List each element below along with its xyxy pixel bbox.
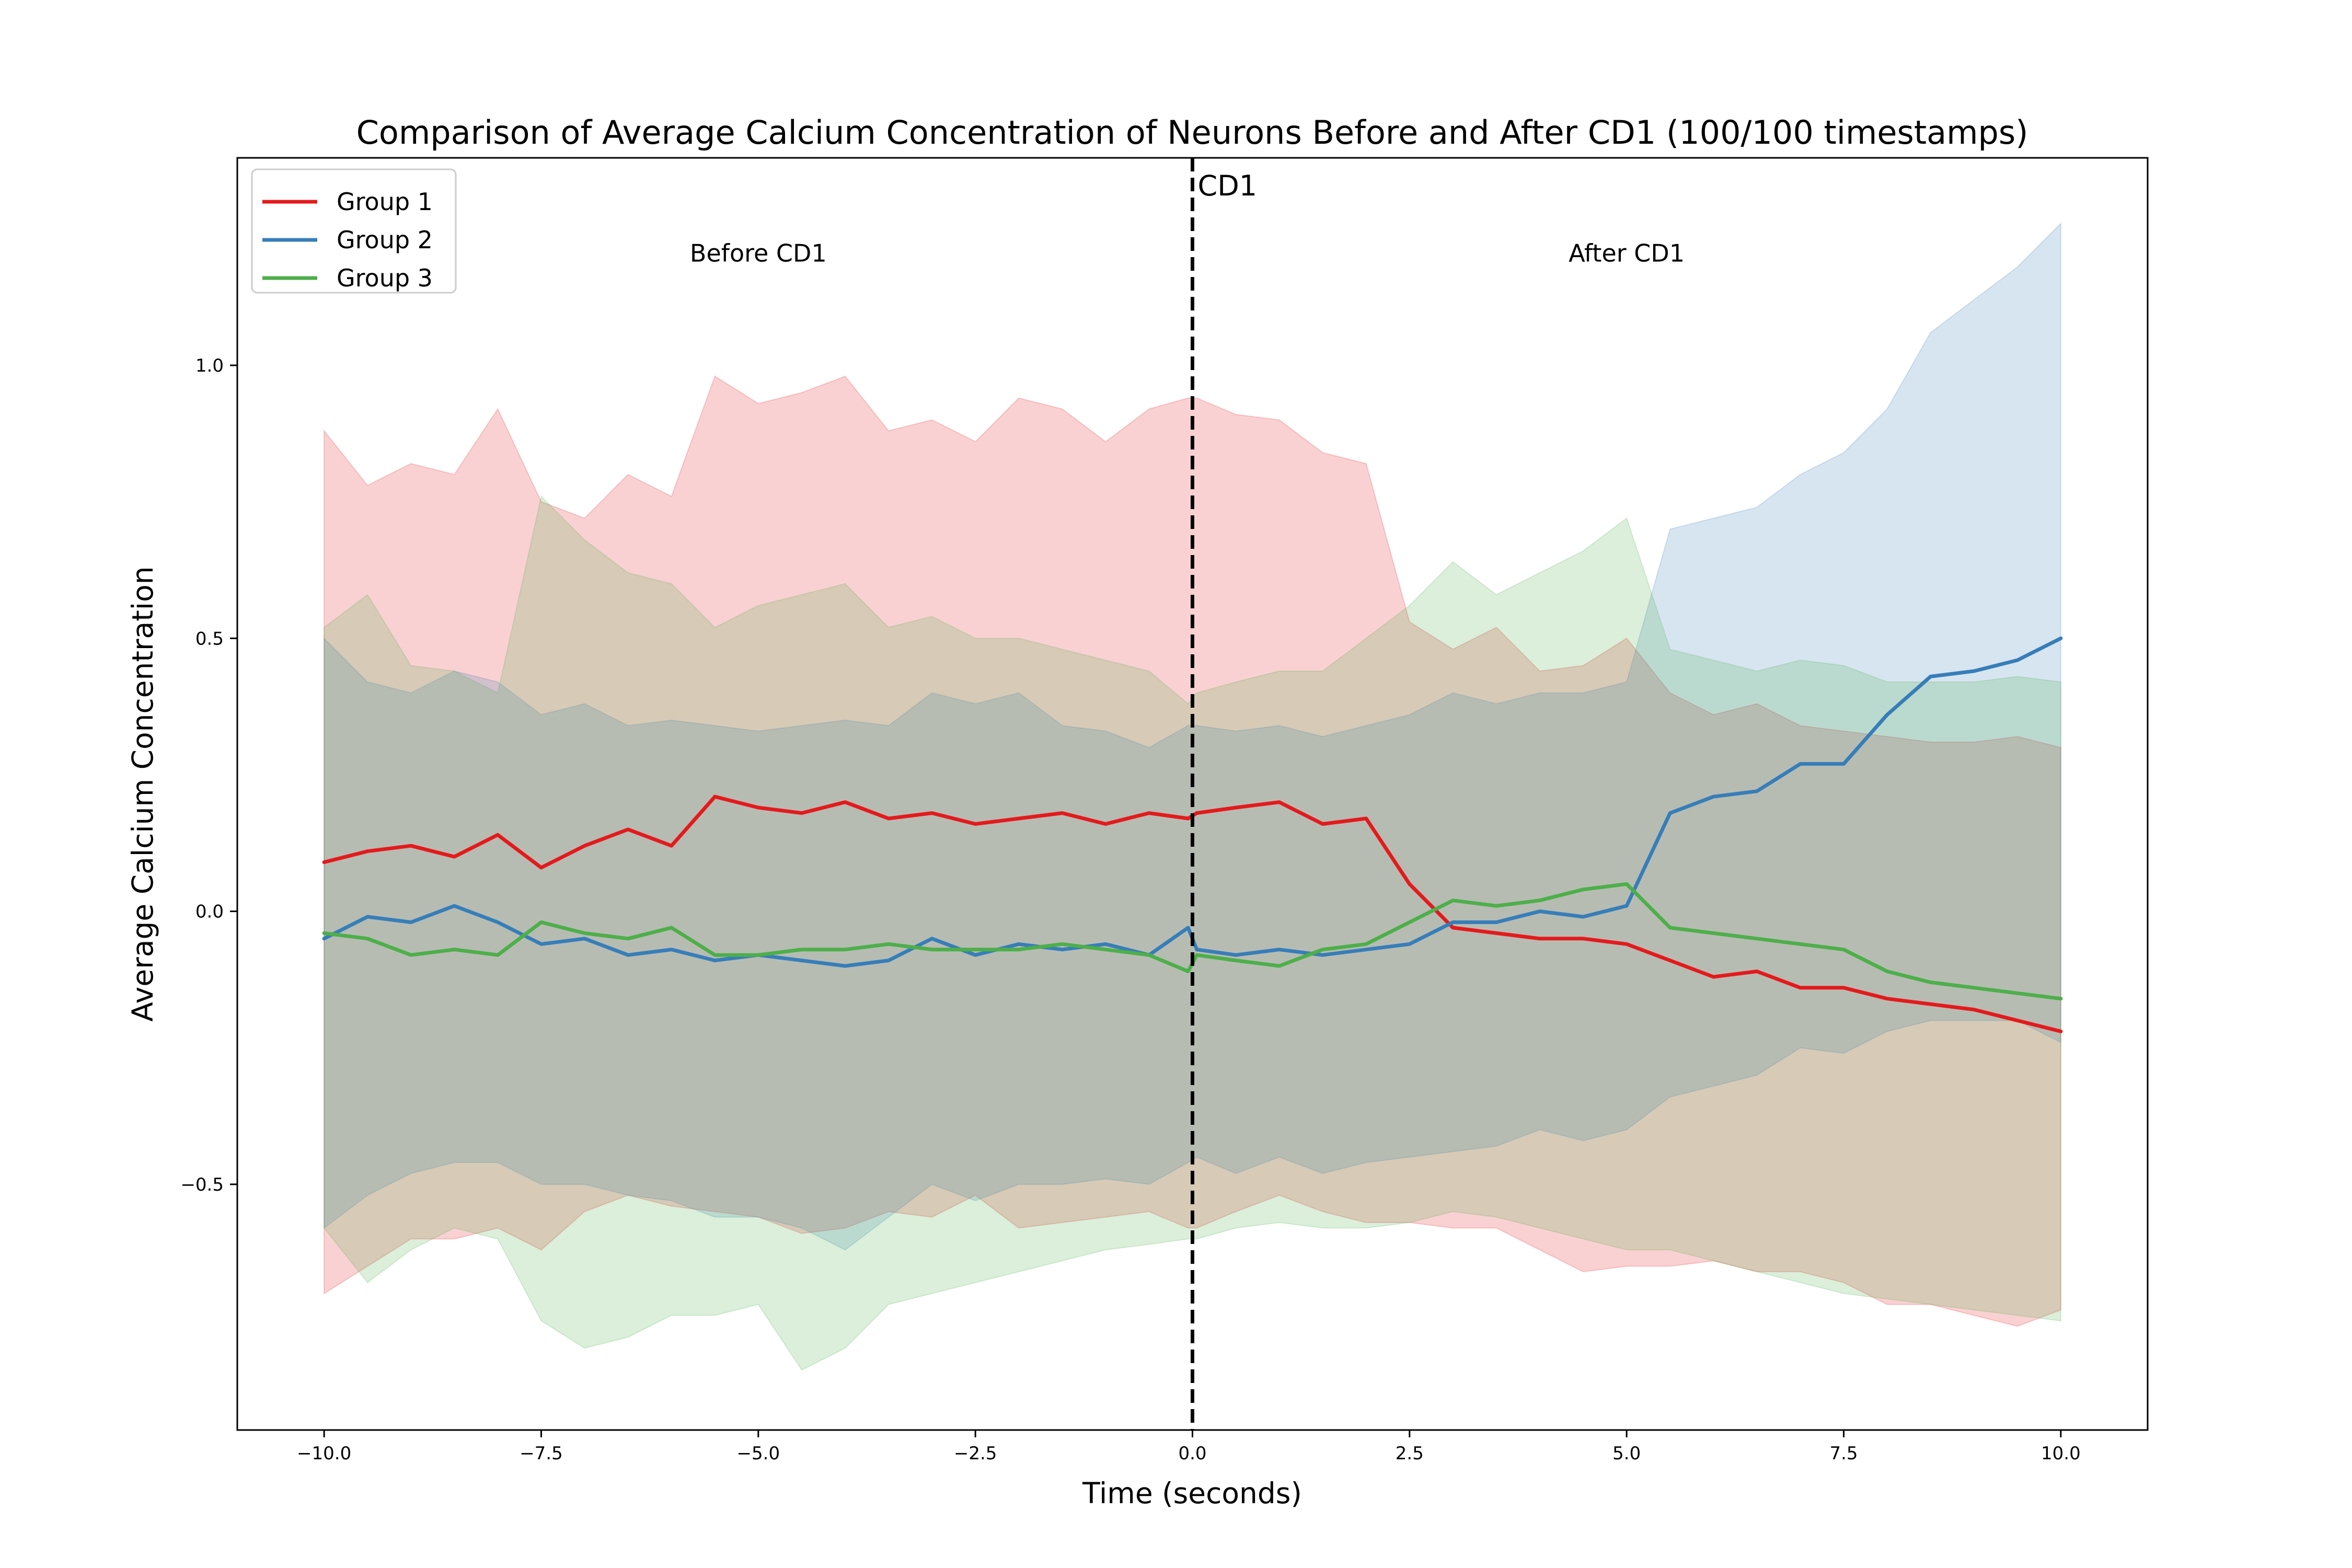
y-tick-label: 0.5 [195, 628, 224, 649]
y-tick-label: 1.0 [195, 355, 224, 376]
legend-label-group-3: Group 3 [337, 264, 433, 292]
x-tick-label: 2.5 [1396, 1443, 1424, 1464]
x-tick-label: 5.0 [1612, 1443, 1641, 1464]
x-tick-label: 10.0 [2041, 1443, 2081, 1464]
x-axis-label: Time (seconds) [1082, 1477, 1302, 1510]
x-tick-label: −5.0 [737, 1443, 780, 1464]
y-tick-label: −0.5 [180, 1174, 224, 1195]
x-tick-label: 7.5 [1829, 1443, 1858, 1464]
chart-title: Comparison of Average Calcium Concentrat… [356, 113, 2028, 152]
legend-label-group-1: Group 1 [337, 188, 433, 216]
cd1-event-label: CD1 [1198, 169, 1258, 202]
region-label-before: Before CD1 [690, 239, 827, 267]
region-label-after: After CD1 [1569, 239, 1685, 267]
legend: Group 1 Group 2 Group 3 [251, 168, 457, 294]
event-marker: CD1 [1191, 158, 1258, 1430]
x-tick-label: −7.5 [520, 1443, 563, 1464]
legend-label-group-2: Group 2 [337, 226, 433, 254]
x-tick-label: −10.0 [297, 1443, 351, 1464]
y-tick-label: 0.0 [195, 902, 224, 923]
x-tick-label: 0.0 [1178, 1443, 1206, 1464]
band-group-1 [324, 375, 2061, 1327]
region-labels: Before CD1 After CD1 [690, 239, 1685, 267]
x-tick-label: −2.5 [954, 1443, 997, 1464]
x-axis-ticks: −10.0 −7.5 −5.0 −2.5 0.0 2.5 5.0 7.5 10.0 [297, 1430, 2081, 1464]
y-axis-label: Average Calcium Concentration [126, 566, 159, 1021]
y-axis-ticks: −0.5 0.0 0.5 1.0 [180, 355, 237, 1195]
